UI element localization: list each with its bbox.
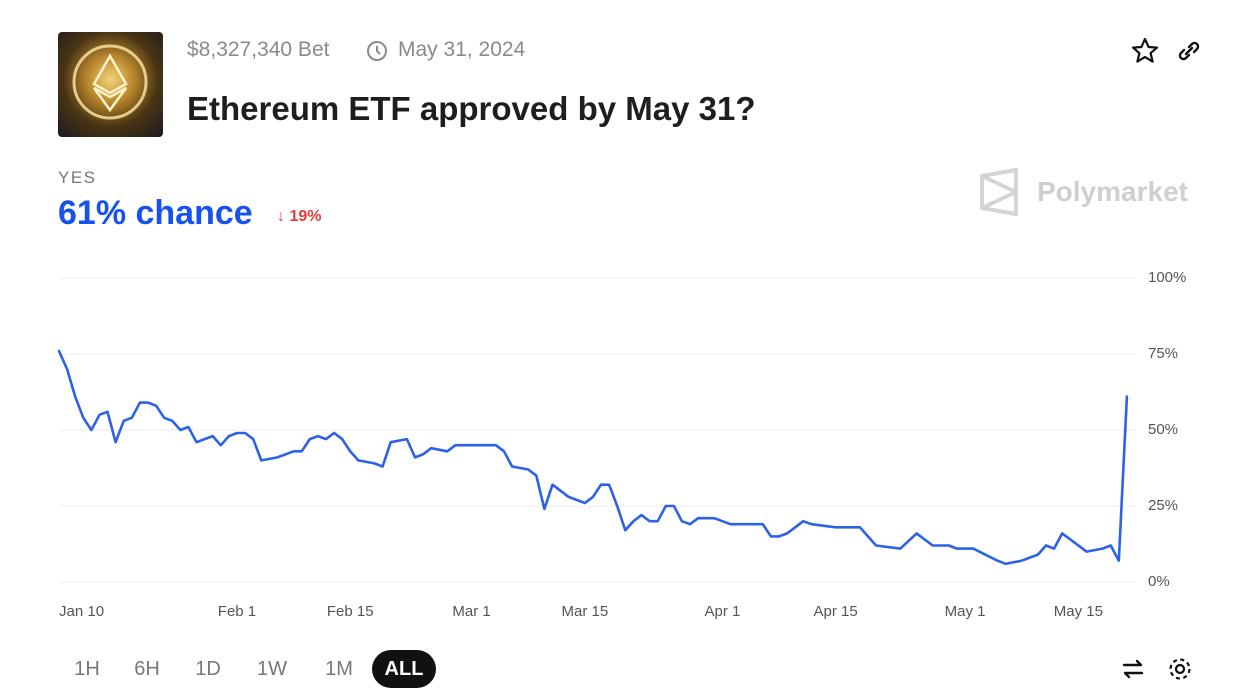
range-button[interactable]: 1W [257,658,287,680]
x-tick-label: Feb 15 [327,603,374,620]
copy-link-button[interactable] [1174,36,1204,66]
range-button[interactable]: ALL [372,650,436,688]
settings-button[interactable] [1166,655,1194,683]
market-title: Ethereum ETF approved by May 31? [187,90,756,127]
favorite-button[interactable] [1130,36,1160,66]
x-tick-label: May 15 [1054,603,1103,620]
brand-logo [980,168,1018,216]
x-tick-label: Apr 1 [704,603,740,620]
x-tick-label: Jan 10 [59,603,104,620]
y-tick-label: 50% [1148,421,1178,438]
bet-volume: $8,327,340 Bet [187,38,330,61]
outcome-chance: 61% chance [58,194,253,232]
brand-name: Polymarket [1037,176,1188,207]
price-line [57,349,1129,566]
x-tick-label: Mar 1 [452,603,490,620]
x-tick-label: Apr 15 [814,603,858,620]
x-tick-label: May 1 [945,603,986,620]
range-button[interactable]: 1D [195,658,221,680]
market-image [58,32,163,137]
y-tick-label: 25% [1148,497,1178,514]
chance-change: ↓ 19% [277,208,322,225]
range-button[interactable]: 6H [134,658,160,680]
y-tick-label: 0% [1148,573,1170,590]
outcome-label: YES [58,168,97,187]
range-button[interactable]: 1H [74,658,100,680]
end-date: May 31, 2024 [398,38,526,61]
x-tick-label: Feb 1 [218,603,256,620]
y-tick-label: 75% [1148,345,1178,362]
x-tick-label: Mar 15 [562,603,609,620]
swap-button[interactable] [1120,656,1146,682]
change-value: 19% [289,208,322,225]
y-tick-label: 100% [1148,269,1186,286]
clock-icon [367,41,387,61]
range-button[interactable]: 1M [325,658,353,680]
eth-logo [72,44,148,120]
